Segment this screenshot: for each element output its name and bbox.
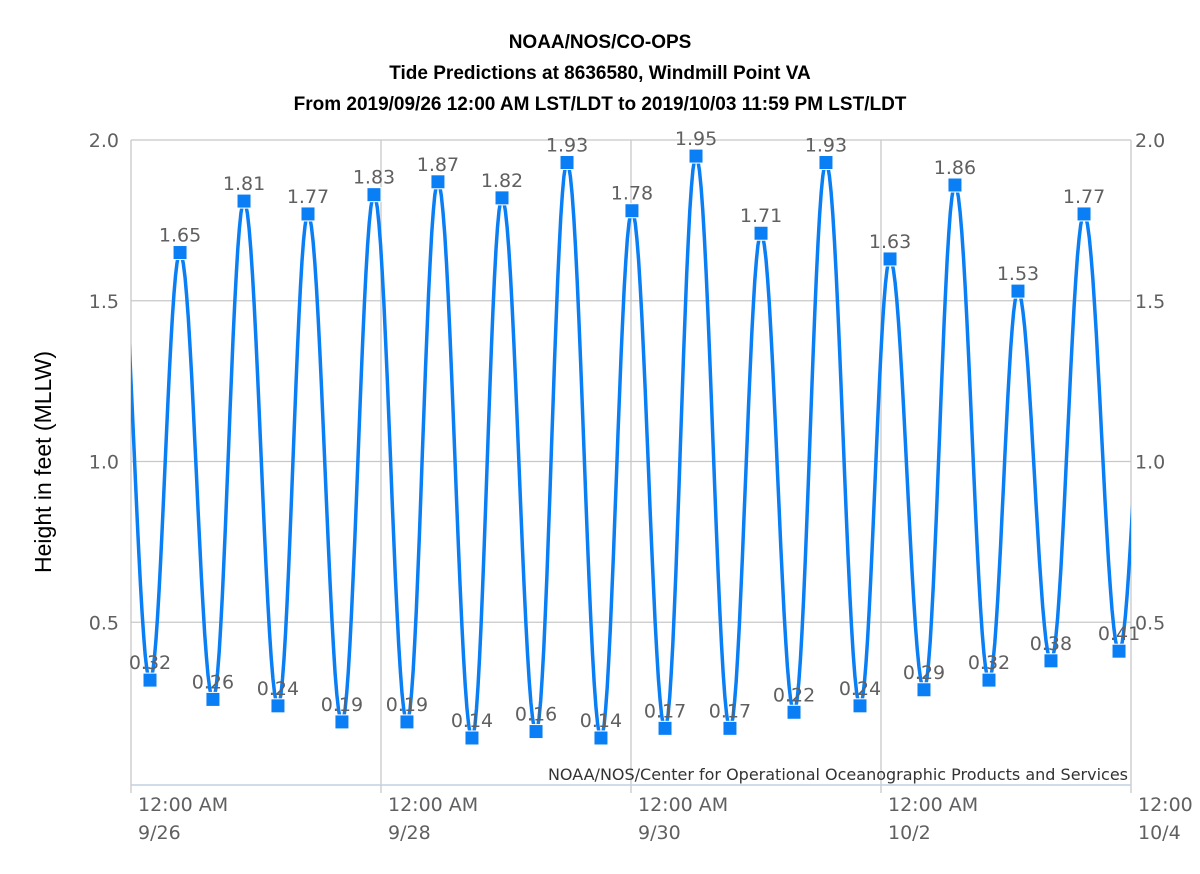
data-label: 0.32 [129,652,171,674]
data-point-marker [722,720,738,736]
data-point-marker [528,724,544,740]
data-point-marker [916,682,932,698]
data-label: 0.14 [580,710,622,732]
data-point-marker [624,203,640,219]
data-point-marker [366,187,382,203]
data-label: 1.53 [997,263,1039,285]
data-label: 1.63 [869,231,911,253]
y-tick-label-right: 0.5 [1135,612,1165,634]
data-label: 1.93 [546,135,588,157]
x-tick-label-date: 9/28 [388,822,431,844]
data-point-marker [852,698,868,714]
data-label: 0.17 [709,700,751,722]
data-label: 1.78 [611,183,653,205]
data-point-marker [818,155,834,171]
axes: 0.5 0.5 1.0 1.0 1.5 1.5 2.0 2.0 12:00 AM 9/26 12:0… [89,130,1193,844]
data-label: 1.93 [805,135,847,157]
data-label: 0.24 [839,678,881,700]
y-tick-label: 2.0 [89,130,119,152]
x-tick-label-time: 12:00 AM [888,794,978,816]
data-point-marker [430,174,446,190]
data-label: 1.87 [417,154,459,176]
tide-curve [131,151,1131,743]
data-label: 1.86 [934,157,976,179]
data-point-marker [1010,283,1026,299]
x-tick-label-time: 12:00 AM [388,794,478,816]
chart-title-line3: From 2019/09/26 12:00 AM LST/LDT to 2019… [294,94,907,115]
x-tick-label-date: 9/26 [138,822,181,844]
data-label: 0.32 [968,652,1010,674]
data-label: 0.38 [1030,633,1072,655]
data-label: 0.26 [192,671,234,693]
chart-title-line2: Tide Predictions at 8636580, Windmill Po… [389,63,811,84]
data-point-marker [494,190,510,206]
data-label: 0.24 [257,678,299,700]
y-tick-label-right: 1.5 [1135,291,1165,313]
x-tick-label-date: 10/4 [1138,822,1181,844]
x-tick-label-date: 9/30 [638,822,681,844]
y-axis-label: Height in feet (MLLW) [30,351,56,573]
data-point-marker [236,193,252,209]
data-point-marker [1076,206,1092,222]
data-label: 1.71 [740,205,782,227]
data-point-marker [142,672,158,688]
data-point-marker [882,251,898,267]
data-label: 0.16 [515,704,557,726]
data-labels: 0.32 1.65 0.26 1.81 0.24 1.77 0.19 1.83 0.19 1.87… [129,128,1140,732]
x-tick-label-time: 12:00 [1138,794,1193,816]
data-label: 1.81 [223,173,265,195]
data-point-marker [1111,643,1127,659]
y-tick-label: 0.5 [89,612,119,634]
data-point-marker [688,148,704,164]
data-point-marker [786,704,802,720]
data-point-marker [300,206,316,222]
data-point-marker [657,720,673,736]
markers [142,148,1127,746]
data-point-marker [593,730,609,746]
credit-text: NOAA/NOS/Center for Operational Oceanogr… [548,765,1128,784]
data-point-marker [1043,653,1059,669]
data-label: 1.95 [675,128,717,150]
data-label: 1.82 [481,170,523,192]
data-label: 1.77 [1063,186,1105,208]
data-point-marker [981,672,997,688]
data-point-marker [270,698,286,714]
y-tick-label-right: 2.0 [1135,130,1165,152]
data-label: 1.65 [159,225,201,247]
y-tick-label: 1.5 [89,291,119,313]
data-label: 0.29 [903,662,945,684]
x-tick-label-date: 10/2 [888,822,931,844]
data-point-marker [334,714,350,730]
data-label: 1.77 [287,186,329,208]
x-tick-label-time: 12:00 AM [138,794,228,816]
y-tick-label: 1.0 [89,452,119,474]
data-label: 0.19 [386,694,428,716]
data-point-marker [559,155,575,171]
data-point-marker [172,245,188,261]
data-label: 1.83 [353,167,395,189]
data-label: 0.14 [451,710,493,732]
data-label: 0.22 [773,684,815,706]
chart-title-line1: NOAA/NOS/CO-OPS [509,32,692,53]
data-point-marker [464,730,480,746]
y-tick-label-right: 1.0 [1135,452,1165,474]
data-point-marker [205,691,221,707]
data-point-marker [753,225,769,241]
data-point-marker [947,177,963,193]
data-label: 0.19 [321,694,363,716]
data-label: 0.17 [644,700,686,722]
x-tick-label-time: 12:00 AM [638,794,728,816]
data-label: 0.41 [1098,623,1140,645]
data-point-marker [399,714,415,730]
